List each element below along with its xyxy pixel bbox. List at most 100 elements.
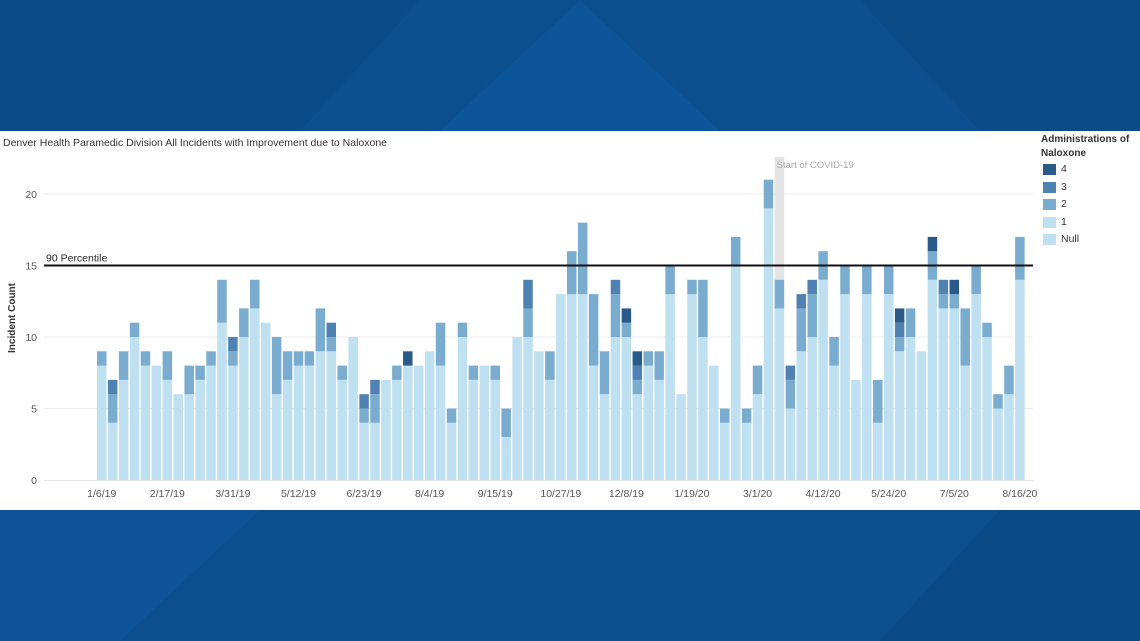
axis-layer: 0 5 10 15 20 1/6/19 2/17/19 3/31/19 5/12/19 6/23/…: [25, 189, 1037, 500]
bar-segment-2: [905, 308, 916, 337]
bar-segment-1: [993, 408, 1003, 480]
background-shape: [0, 0, 420, 131]
bar-segment-2: [217, 279, 227, 323]
bar-segment-2: [129, 322, 140, 337]
bar-segment-2: [337, 365, 347, 380]
bar-segment-1: [610, 337, 621, 480]
legend-swatch-2: [1043, 199, 1056, 210]
bar-segment-1: [796, 351, 807, 480]
bar-segment-2: [654, 351, 664, 380]
bar-segment-1: [851, 379, 861, 480]
bar-segment-1: [916, 351, 927, 480]
bar-segment-1: [239, 337, 249, 480]
bar-segment-4: [632, 351, 643, 366]
legend-swatch-3: [1043, 182, 1056, 193]
y-tick-label: 0: [31, 475, 37, 487]
x-tick-label: 3/31/19: [215, 488, 250, 500]
bar-segment-1: [1004, 394, 1014, 480]
bar-segment-1: [566, 294, 577, 480]
bar-segment-1: [446, 422, 457, 480]
bar-segment-1: [293, 365, 304, 480]
reference-layer: 90 Percentile: [44, 253, 1033, 267]
bar-segment-1: [665, 294, 675, 480]
bar-segment-1: [709, 365, 719, 480]
bar-segment-1: [960, 365, 970, 480]
bar-segment-2: [960, 308, 970, 366]
bar-segment-2: [982, 322, 992, 337]
x-tick-label: 10/27/19: [540, 488, 581, 500]
x-tick-label: 12/8/19: [609, 488, 644, 500]
bar-segment-3: [796, 294, 807, 309]
bar-segment-2: [796, 308, 807, 352]
bar-segment-1: [730, 265, 741, 480]
bar-segment-2: [118, 351, 129, 380]
bar-segment-1: [720, 422, 730, 480]
bar-segment-1: [643, 365, 653, 480]
bar-segment-2: [621, 322, 632, 337]
x-tick-label: 8/4/19: [415, 488, 444, 500]
y-tick-label: 15: [25, 261, 37, 273]
bar-segment-1: [971, 294, 981, 480]
bar-segment-1: [381, 379, 391, 480]
bar-segment-2: [271, 337, 282, 395]
bar-segment-2: [392, 365, 402, 380]
bar-segment-3: [807, 279, 817, 295]
bar-segment-1: [271, 394, 282, 480]
bar-segment-1: [807, 337, 817, 480]
chart-title: Denver Health Paramedic Division All Inc…: [3, 137, 388, 149]
x-tick-label: 5/24/20: [871, 488, 906, 500]
bar-segment-2: [107, 394, 118, 423]
bar-segment-3: [228, 337, 238, 352]
bar-segment-1: [424, 351, 435, 480]
bar-segment-2: [632, 379, 643, 395]
bar-segment-2: [523, 308, 533, 337]
bar-segment-2: [763, 179, 774, 209]
bar-segment-1: [151, 365, 162, 480]
bar-segment-2: [446, 408, 457, 423]
y-axis-label: Incident Count: [7, 282, 18, 353]
x-tick-label: 3/1/20: [743, 488, 772, 500]
bar-segment-1: [250, 308, 260, 480]
bar-segment-1: [501, 437, 511, 480]
bar-segment-1: [184, 394, 194, 480]
bar-segment-1: [129, 337, 140, 480]
bar-segment-1: [413, 365, 424, 480]
bar-segment-1: [556, 294, 566, 480]
x-tick-label: 8/16/20: [1002, 488, 1037, 500]
bar-segment-4: [949, 279, 960, 295]
bar-segment-2: [315, 308, 326, 352]
background-shape: [880, 510, 1140, 641]
bar-segment-1: [162, 379, 173, 480]
bar-segment-2: [359, 408, 369, 423]
x-tick-label: 7/5/20: [940, 488, 969, 500]
bar-segment-1: [228, 365, 238, 480]
legend-label-null: Null: [1061, 233, 1080, 245]
x-tick-label: 4/12/20: [806, 488, 841, 500]
bar-segment-2: [457, 322, 468, 337]
bar-segment-1: [938, 308, 949, 480]
bar-segment-2: [829, 337, 839, 366]
bar-segment-1: [741, 422, 752, 480]
bar-segment-1: [392, 379, 402, 480]
x-tick-label: 1/6/19: [87, 488, 116, 500]
bar-segment-1: [588, 365, 599, 480]
bar-segment-1: [403, 365, 413, 480]
bar-segment-3: [785, 365, 796, 380]
x-tick-label: 9/15/19: [478, 488, 513, 500]
bar-segment-1: [774, 308, 785, 480]
bar-segment-1: [927, 279, 938, 480]
legend-label-2: 2: [1061, 198, 1067, 210]
bar-segment-1: [479, 365, 490, 480]
bar-segment-1: [457, 337, 468, 480]
bar-segment-1: [260, 322, 271, 480]
bar-segment-2: [807, 294, 817, 337]
bar-segment-1: [577, 294, 588, 480]
bar-segment-2: [785, 379, 796, 409]
y-tick-label: 5: [31, 404, 37, 416]
x-tick-label: 1/19/20: [674, 488, 709, 500]
bar-segment-2: [949, 294, 960, 309]
bar-segment-2: [195, 365, 205, 380]
legend-label-1: 1: [1061, 216, 1067, 228]
bar-segment-1: [687, 294, 697, 480]
